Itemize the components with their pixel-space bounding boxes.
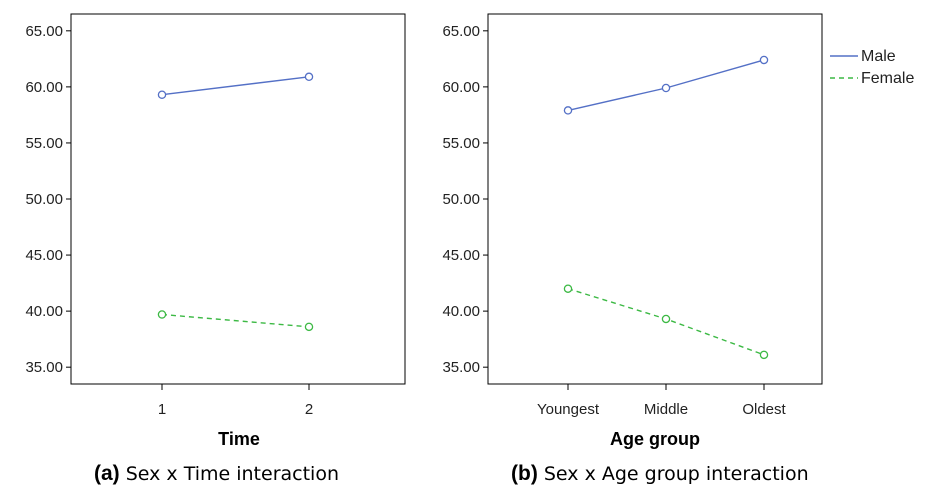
y-tick-label: 45.00 <box>25 247 63 264</box>
y-tick-label: 55.00 <box>25 135 63 152</box>
data-point-female <box>661 314 671 324</box>
y-tick-label: 60.00 <box>25 79 63 96</box>
data-point-female <box>304 322 314 332</box>
caption-a-text: Sex x Time interaction <box>125 463 339 485</box>
series-line-male <box>161 76 310 96</box>
legend: Male Female <box>830 48 914 87</box>
y-tick-label: 35.00 <box>25 359 63 376</box>
plot-frame <box>70 13 406 385</box>
plot-frame <box>487 13 823 385</box>
panel-b: 65.00 60.00 55.00 50.00 45.00 40.00 35.00 Young… <box>442 13 823 449</box>
data-point-female <box>157 310 167 319</box>
data-point-female <box>759 350 769 360</box>
data-point-male <box>661 83 671 93</box>
caption-a-letter: (a) <box>94 462 120 485</box>
y-tick-label: 40.00 <box>442 303 480 320</box>
x-tick-label: Youngest <box>537 401 600 418</box>
caption-a: (a) Sex x Time interaction <box>94 462 339 486</box>
x-axis-title: Time <box>218 429 260 449</box>
x-tick-label: Middle <box>644 401 688 418</box>
legend-label-female: Female <box>861 70 914 87</box>
y-tick-label: 40.00 <box>25 303 63 320</box>
y-tick-label: 60.00 <box>442 79 480 96</box>
data-point-male <box>157 90 167 99</box>
x-tick-label: Oldest <box>742 401 786 418</box>
y-tick-label: 35.00 <box>442 359 480 376</box>
x-tick-label: 1 <box>158 401 166 418</box>
y-tick-label: 50.00 <box>25 191 63 208</box>
y-tick-label: 50.00 <box>442 191 480 208</box>
y-tick-label: 65.00 <box>25 23 63 40</box>
panel-a: 65.00 60.00 55.00 50.00 45.00 40.00 35.00 1 2 Tim… <box>25 13 406 449</box>
y-tick-label: 65.00 <box>442 23 480 40</box>
data-point-female <box>563 284 573 293</box>
y-tick-label: 55.00 <box>442 135 480 152</box>
data-point-male <box>759 55 769 65</box>
legend-label-male: Male <box>861 48 896 65</box>
caption-b-text: Sex x Age group interaction <box>543 463 809 485</box>
data-point-male <box>563 106 573 115</box>
data-point-male <box>304 72 314 82</box>
y-tick-label: 45.00 <box>442 247 480 264</box>
caption-b: (b) Sex x Age group interaction <box>511 462 809 486</box>
series-line-female <box>161 313 310 328</box>
x-axis-title: Age group <box>610 429 700 449</box>
x-tick-label: 2 <box>305 401 313 418</box>
caption-b-letter: (b) <box>511 462 538 485</box>
